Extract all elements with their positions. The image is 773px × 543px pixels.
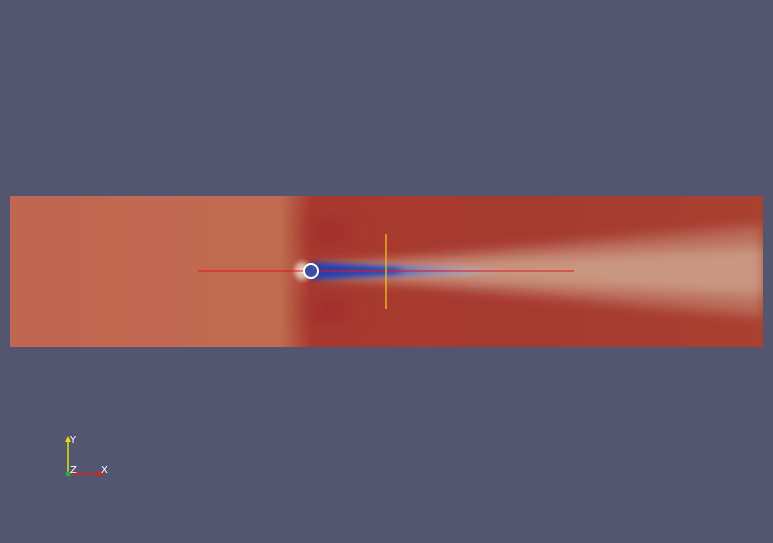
z-axis-label: Z — [70, 465, 77, 476]
cylinder-obstacle[interactable] — [303, 263, 319, 279]
z-axis-dot — [65, 471, 71, 477]
x-axis-arrow — [98, 471, 104, 477]
orientation-axes: Y Z X — [65, 435, 108, 477]
y-axis-label: Y — [69, 435, 77, 446]
x-axis-label: X — [101, 465, 108, 476]
y-axis-arrow — [65, 436, 71, 442]
